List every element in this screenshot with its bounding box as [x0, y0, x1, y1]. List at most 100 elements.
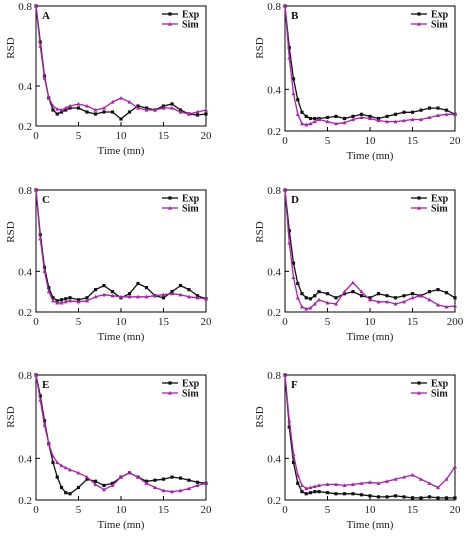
data-point — [170, 475, 174, 479]
data-point — [178, 283, 183, 288]
data-point — [195, 110, 200, 114]
legend-label: Exp — [431, 194, 449, 205]
data-point — [402, 299, 406, 304]
data-point — [34, 188, 38, 192]
plot-frame — [284, 189, 456, 313]
data-point — [296, 98, 300, 102]
data-point — [427, 290, 432, 294]
x-tick-label: 20 — [201, 130, 213, 142]
data-point — [393, 494, 398, 498]
legend-label: Sim — [431, 20, 448, 31]
data-point — [402, 475, 406, 479]
x-axis-label: Time (mn) — [347, 519, 394, 531]
data-point — [385, 299, 389, 304]
legend-marker — [168, 381, 172, 385]
data-point — [161, 296, 166, 300]
x-tick-label: 10 — [365, 316, 377, 328]
data-point — [444, 477, 449, 481]
data-point — [453, 303, 457, 308]
data-point — [34, 4, 38, 8]
series-line — [284, 374, 455, 499]
x-axis-label: Time (mn) — [98, 331, 145, 343]
data-point — [334, 301, 338, 306]
data-point — [187, 486, 191, 491]
data-point — [291, 261, 296, 265]
data-point — [170, 106, 174, 110]
data-point — [204, 112, 208, 116]
y-tick-label: 0.8 — [18, 185, 32, 197]
data-point — [308, 297, 313, 301]
x-tick-label: 15 — [158, 504, 170, 516]
data-point — [68, 467, 72, 472]
legend-label: Exp — [182, 10, 200, 21]
y-tick-label: 0.2 — [267, 126, 281, 138]
data-point — [342, 116, 347, 121]
y-axis-label: RSD — [254, 221, 266, 242]
y-tick-label: 0.4 — [267, 453, 281, 465]
data-point — [312, 484, 317, 489]
data-point — [317, 490, 321, 494]
data-point — [368, 296, 372, 300]
data-point — [402, 495, 406, 499]
data-point — [187, 294, 191, 299]
data-point — [351, 482, 355, 486]
data-point — [313, 294, 317, 298]
data-point — [351, 117, 355, 122]
series-line — [284, 189, 456, 300]
data-point — [291, 452, 296, 456]
data-point — [42, 76, 47, 80]
data-point — [170, 291, 174, 296]
data-point — [304, 306, 309, 311]
x-tick-label: 5 — [76, 316, 82, 328]
data-point — [59, 108, 64, 112]
data-point — [295, 295, 300, 300]
data-point — [68, 104, 72, 108]
x-axis-label: Time (mn) — [347, 150, 394, 162]
data-point — [427, 481, 432, 485]
data-point — [287, 56, 292, 60]
data-point — [342, 483, 347, 488]
data-point — [300, 121, 304, 126]
data-point — [42, 419, 47, 423]
legend-marker — [168, 12, 172, 16]
data-point — [291, 91, 296, 96]
data-point — [161, 477, 166, 481]
y-tick-label: 0.4 — [267, 266, 281, 278]
data-point — [136, 475, 140, 479]
data-point — [376, 481, 381, 485]
data-point — [359, 289, 364, 294]
y-axis-label: RSD — [5, 221, 17, 242]
x-tick-label: 20 — [450, 135, 462, 147]
data-point — [63, 465, 68, 470]
data-point — [368, 114, 372, 119]
y-tick-label: 0.4 — [18, 266, 32, 278]
y-tick-label: 0.4 — [18, 453, 32, 465]
data-point — [342, 289, 347, 294]
data-point — [359, 493, 364, 497]
data-point — [300, 110, 304, 114]
data-point — [351, 492, 355, 496]
plot-frame — [35, 374, 207, 501]
legend-marker — [417, 12, 421, 16]
data-point — [385, 119, 389, 124]
legend-label: Sim — [182, 20, 199, 31]
data-point — [59, 298, 64, 302]
y-tick-label: 0.8 — [18, 1, 32, 13]
legend-marker — [168, 22, 172, 26]
series-sim — [34, 4, 208, 116]
data-point — [385, 479, 389, 483]
data-point — [410, 110, 415, 114]
data-point — [51, 298, 55, 303]
data-point — [55, 107, 60, 111]
data-point — [287, 46, 291, 50]
series-line — [284, 5, 456, 120]
plot-frame — [284, 5, 456, 132]
data-point — [444, 291, 449, 295]
data-point — [63, 299, 68, 304]
data-point — [153, 108, 157, 112]
data-point — [42, 423, 47, 427]
x-tick-label: 20 — [450, 504, 462, 516]
data-point — [102, 487, 106, 492]
data-point — [119, 294, 123, 299]
